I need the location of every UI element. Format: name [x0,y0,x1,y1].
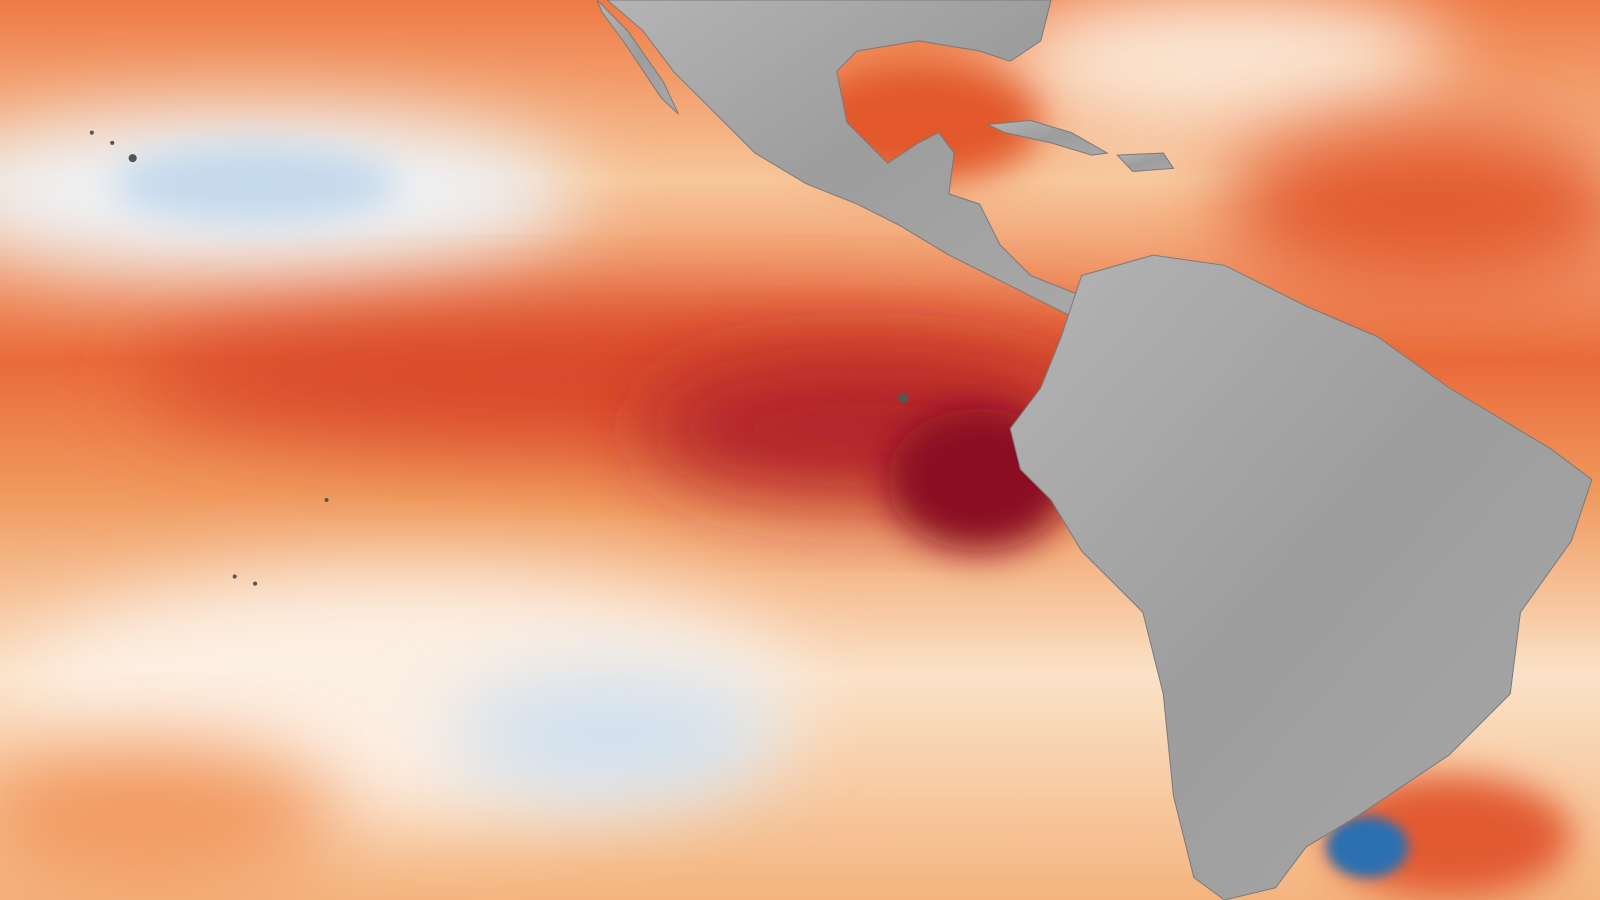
cuba [985,119,1109,156]
islands [89,130,909,586]
baja-california [596,0,680,115]
hispaniola [1116,152,1175,172]
south-america [1009,254,1593,900]
north-central-america [606,0,1083,318]
land [596,0,1593,900]
